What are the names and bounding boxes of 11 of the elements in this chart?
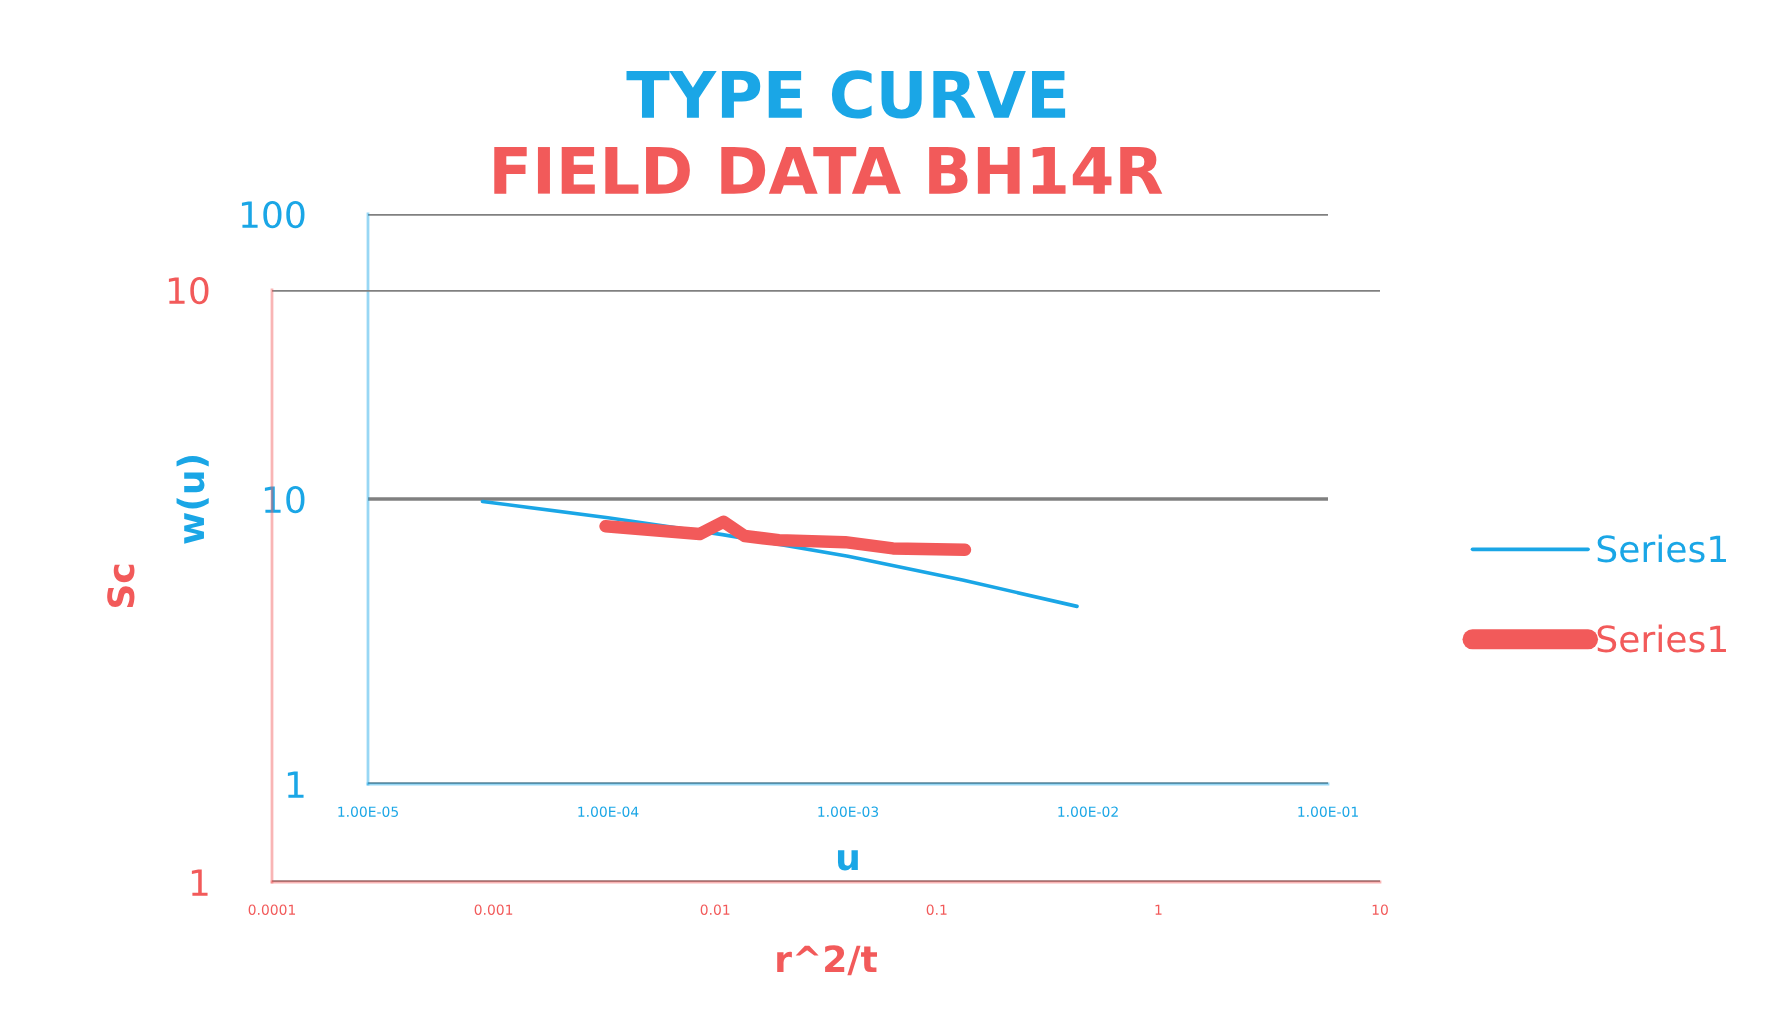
- y-tick-label: 10: [264, 485, 305, 514]
- y-axis-title: Sc: [107, 564, 135, 608]
- x-axis-title: r^2/t: [777, 945, 877, 976]
- legend-label: Series1: [1597, 534, 1726, 563]
- chart-title: FIELD DATA BH14R: [494, 147, 1163, 194]
- y-tick-label: 100: [241, 200, 305, 229]
- x-axis-title: u: [837, 850, 858, 871]
- y-tick-label: 1: [287, 771, 304, 798]
- chart-title: TYPE CURVE: [626, 70, 1066, 119]
- y-axis-title: w(u): [176, 456, 209, 544]
- legend-label: Series1: [1597, 624, 1726, 653]
